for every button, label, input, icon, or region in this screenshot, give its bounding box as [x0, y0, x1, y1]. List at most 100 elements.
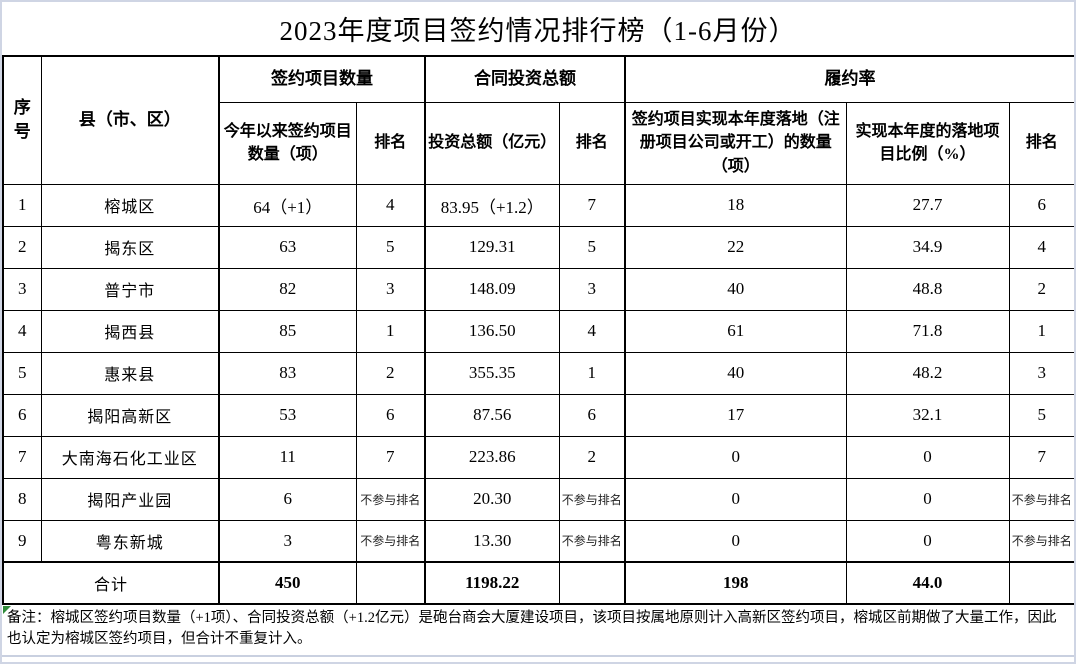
- table-row: 9 粤东新城 3 不参与排名 13.30 不参与排名 0 0 不参与排名: [2, 519, 1074, 563]
- cell-sign-rank: 5: [355, 225, 426, 269]
- cell-sign-rank: 7: [355, 435, 426, 479]
- cell-sign-count: 82: [218, 267, 357, 311]
- col-header-county: 县（市、区）: [40, 55, 220, 185]
- cell-invest-rank: 7: [558, 183, 626, 227]
- col-header-perform-rank: 排名: [1008, 101, 1074, 185]
- cell-county: 揭东区: [40, 225, 220, 269]
- cell-sign-count: 53: [218, 393, 357, 437]
- cell-invest-rank: 3: [558, 267, 626, 311]
- total-invest-total: 1198.22: [424, 561, 560, 605]
- cell-sign-count: 64（+1）: [218, 183, 357, 227]
- window-bottom-edge: [2, 655, 1074, 662]
- cell-invest-total: 129.31: [424, 225, 560, 269]
- cell-county: 大南海石化工业区: [40, 435, 220, 479]
- cell-seq: 2: [2, 225, 42, 269]
- col-header-sign-rank: 排名: [355, 101, 426, 185]
- cell-landed-ratio: 0: [845, 435, 1010, 479]
- cell-landed-ratio: 0: [845, 477, 1010, 521]
- cell-sign-count: 6: [218, 477, 357, 521]
- cell-seq: 3: [2, 267, 42, 311]
- table-row: 1 榕城区 64（+1） 4 83.95（+1.2） 7 18 27.7 6: [2, 183, 1074, 227]
- cell-invest-total: 136.50: [424, 309, 560, 353]
- col-header-sign-count: 今年以来签约项目数量（项）: [218, 101, 357, 185]
- total-invest-rank: [558, 561, 626, 605]
- cell-sign-rank: 2: [355, 351, 426, 395]
- cell-invest-rank: 不参与排名: [558, 477, 626, 521]
- table-row: 2 揭东区 63 5 129.31 5 22 34.9 4: [2, 225, 1074, 269]
- cell-county: 粤东新城: [40, 519, 220, 563]
- total-perform-rank: [1008, 561, 1074, 605]
- cell-landed-count: 61: [624, 309, 847, 353]
- table-row: 7 大南海石化工业区 11 7 223.86 2 0 0 7: [2, 435, 1074, 479]
- cell-invest-rank: 6: [558, 393, 626, 437]
- cell-comment-marker-icon: [3, 606, 11, 614]
- cell-invest-rank: 4: [558, 309, 626, 353]
- cell-county: 揭阳产业园: [40, 477, 220, 521]
- col-header-seq: 序号: [2, 55, 42, 185]
- cell-landed-count: 18: [624, 183, 847, 227]
- cell-sign-rank: 不参与排名: [355, 519, 426, 563]
- cell-perform-rank: 7: [1008, 435, 1074, 479]
- cell-seq: 7: [2, 435, 42, 479]
- cell-landed-ratio: 32.1: [845, 393, 1010, 437]
- cell-sign-rank: 6: [355, 393, 426, 437]
- cell-landed-count: 17: [624, 393, 847, 437]
- group-header-performance: 履约率: [624, 55, 1074, 103]
- cell-sign-count: 83: [218, 351, 357, 395]
- cell-invest-total: 13.30: [424, 519, 560, 563]
- table-row: 8 揭阳产业园 6 不参与排名 20.30 不参与排名 0 0 不参与排名: [2, 477, 1074, 521]
- cell-landed-ratio: 48.8: [845, 267, 1010, 311]
- cell-invest-rank: 5: [558, 225, 626, 269]
- table-row: 3 普宁市 82 3 148.09 3 40 48.8 2: [2, 267, 1074, 311]
- cell-landed-count: 0: [624, 519, 847, 563]
- cell-landed-ratio: 0: [845, 519, 1010, 563]
- cell-invest-rank: 不参与排名: [558, 519, 626, 563]
- cell-sign-rank: 不参与排名: [355, 477, 426, 521]
- page-title: 2023年度项目签约情况排行榜（1-6月份）: [279, 16, 797, 46]
- cell-perform-rank: 6: [1008, 183, 1074, 227]
- cell-seq: 5: [2, 351, 42, 395]
- cell-perform-rank: 不参与排名: [1008, 477, 1074, 521]
- cell-invest-total: 223.86: [424, 435, 560, 479]
- cell-landed-ratio: 71.8: [845, 309, 1010, 353]
- col-header-invest-total: 投资总额（亿元）: [424, 101, 560, 185]
- cell-landed-count: 40: [624, 351, 847, 395]
- cell-county: 揭西县: [40, 309, 220, 353]
- cell-landed-count: 0: [624, 435, 847, 479]
- cell-landed-ratio: 34.9: [845, 225, 1010, 269]
- col-header-landed-count: 签约项目实现本年度落地（注册项目公司或开工）的数量（项）: [624, 101, 847, 185]
- cell-perform-rank: 4: [1008, 225, 1074, 269]
- cell-invest-rank: 1: [558, 351, 626, 395]
- total-label: 合计: [2, 561, 220, 605]
- cell-sign-rank: 4: [355, 183, 426, 227]
- cell-sign-count: 11: [218, 435, 357, 479]
- cell-sign-rank: 1: [355, 309, 426, 353]
- col-header-landed-ratio: 实现本年度的落地项目比例（%）: [845, 101, 1010, 185]
- cell-perform-rank: 3: [1008, 351, 1074, 395]
- col-header-invest-rank: 排名: [558, 101, 626, 185]
- cell-seq: 1: [2, 183, 42, 227]
- cell-sign-rank: 3: [355, 267, 426, 311]
- cell-invest-total: 87.56: [424, 393, 560, 437]
- cell-perform-rank: 5: [1008, 393, 1074, 437]
- cell-invest-total: 355.35: [424, 351, 560, 395]
- cell-county: 榕城区: [40, 183, 220, 227]
- cell-perform-rank: 1: [1008, 309, 1074, 353]
- cell-sign-count: 85: [218, 309, 357, 353]
- cell-perform-rank: 2: [1008, 267, 1074, 311]
- cell-county: 普宁市: [40, 267, 220, 311]
- cell-landed-count: 40: [624, 267, 847, 311]
- cell-landed-ratio: 48.2: [845, 351, 1010, 395]
- cell-perform-rank: 不参与排名: [1008, 519, 1074, 563]
- cell-landed-ratio: 27.7: [845, 183, 1010, 227]
- group-header-sign-count: 签约项目数量: [218, 55, 426, 103]
- total-row: 合计 450 1198.22 198 44.0: [2, 561, 1074, 605]
- cell-landed-count: 22: [624, 225, 847, 269]
- total-sign-count: 450: [218, 561, 357, 605]
- cell-seq: 9: [2, 519, 42, 563]
- cell-invest-total: 20.30: [424, 477, 560, 521]
- cell-seq: 4: [2, 309, 42, 353]
- footnote: 备注：榕城区签约项目数量（+1项）、合同投资总额（+1.2亿元）是砲台商会大厦建…: [2, 605, 1074, 650]
- cell-sign-count: 3: [218, 519, 357, 563]
